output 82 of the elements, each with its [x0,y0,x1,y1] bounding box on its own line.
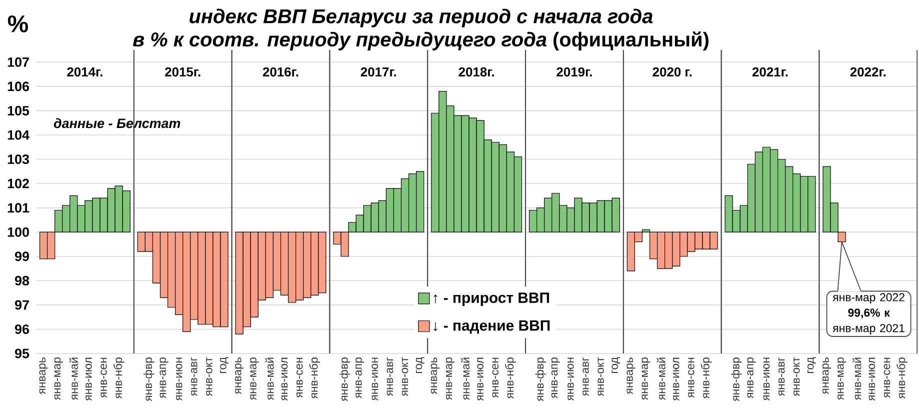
x-tick-label: янв-мар [642,358,650,400]
x-tick-label: янв-сен [688,358,694,398]
x-tick-label: год [612,357,620,373]
x-tick-label: янв-мар [250,358,259,400]
y-tick-label: 104 [8,130,30,140]
x-tick-label: янв-авг [191,357,198,396]
x-tick-label: январь [822,357,832,394]
x-tick-label: янв-нбр [896,358,908,399]
text: 2021г. [752,67,788,77]
x-tick-label: янв-сен [884,358,890,398]
x-tick-label: янв-май [656,358,666,400]
y-tick-label: 100 [8,227,29,237]
x-tick-label: янв-фвр [731,358,742,402]
y-tick-label: 107 [8,57,29,67]
text: 2015г. [165,67,200,77]
text: 2020 г. [652,67,692,77]
text: в % к соотв. периоду предыдущего года (официальный) [132,32,708,50]
x-tick-label: год [416,357,424,373]
legend-label: ↓ - падение ВВП [434,320,550,334]
x-tick-label: янв-июн [176,358,182,401]
x-tick-label: янв-июл [86,358,92,401]
y-tick-label: 103 [8,154,29,164]
x-tick-label: янв-нбр [505,358,516,399]
text: индекс ВВП Беларуси за период с начала года [190,8,653,28]
x-tick-label: янв-нбр [113,358,124,399]
text: 2014г. [67,67,102,77]
x-tick-label: янв-окт [206,357,212,396]
x-tick-label: янв-нбр [309,358,320,399]
x-tick-label: янв-окт [598,357,604,396]
y-tick-label: 96 [14,324,29,334]
x-tick-label: янв-июн [763,358,770,401]
x-tick-label: янв-мар [54,358,63,400]
x-tick-label: год [807,357,816,373]
x-tick-label: янв-авг [386,357,394,396]
x-tick-label: янв-апр [356,358,364,398]
x-tick-label: янв-окт [402,357,408,396]
y-tick-label: 95 [14,348,30,358]
x-tick-label: янв-июл [477,358,484,401]
x-tick-label: янв-фвр [144,358,154,402]
x-tick-label: янв-май [69,358,78,400]
y-tick-label: 99 [14,252,29,262]
x-tick-label: янв-сен [296,358,303,398]
x-tick-label: январь [430,357,440,394]
x-tick-label: янв-фвр [535,358,546,402]
x-tick-label: янв-сен [492,358,499,398]
y-tick-label: 97 [14,300,29,310]
text: 2019г. [556,67,592,77]
x-tick-label: янв-апр [747,358,756,398]
text: 2018г. [458,67,494,77]
x-tick-label: янв-фвр [339,358,350,402]
x-tick-label: янв-июн [568,358,574,401]
y-tick-label: 105 [8,106,30,116]
x-tick-label: янв-окт [793,357,800,396]
y-tick-label: 102 [8,178,29,188]
y-tick-label: 98 [14,276,30,286]
x-tick-label: янв-июл [672,358,680,401]
x-tick-label: январь [626,357,636,394]
x-tick-label: янв-июл [868,358,876,401]
x-tick-label: янв-июн [372,358,378,401]
legend-label: ↑ - прирост ВВП [434,292,549,306]
x-tick-label: янв-июл [281,358,288,401]
y-axis-title: % [8,15,28,32]
text: 2022г. [850,67,886,77]
x-tick-label: янв-май [460,358,470,400]
y-tick-label: 101 [8,203,30,213]
x-tick-label: янв-авг [582,357,589,396]
x-tick-label: янв-мар [446,358,454,400]
x-tick-label: январь [39,357,48,394]
text: 2016г. [262,67,298,77]
x-tick-label: янв-май [265,358,274,400]
y-tick-label: 106 [8,82,29,92]
x-tick-label: янв-апр [551,358,560,398]
x-tick-label: янв-авг [778,357,785,396]
x-tick-label: янв-май [852,358,862,400]
text: 2017г. [360,67,396,77]
x-tick-label: янв-мар [838,358,846,400]
x-tick-label: год [220,357,228,373]
x-tick-label: янв-апр [160,358,168,398]
x-tick-label: январь [235,357,244,394]
x-tick-label: янв-сен [100,358,107,398]
x-tick-label: янв-нбр [700,358,712,399]
annotation: янв-мар 2022 99,6% к янв-мар 2021 [832,293,904,334]
